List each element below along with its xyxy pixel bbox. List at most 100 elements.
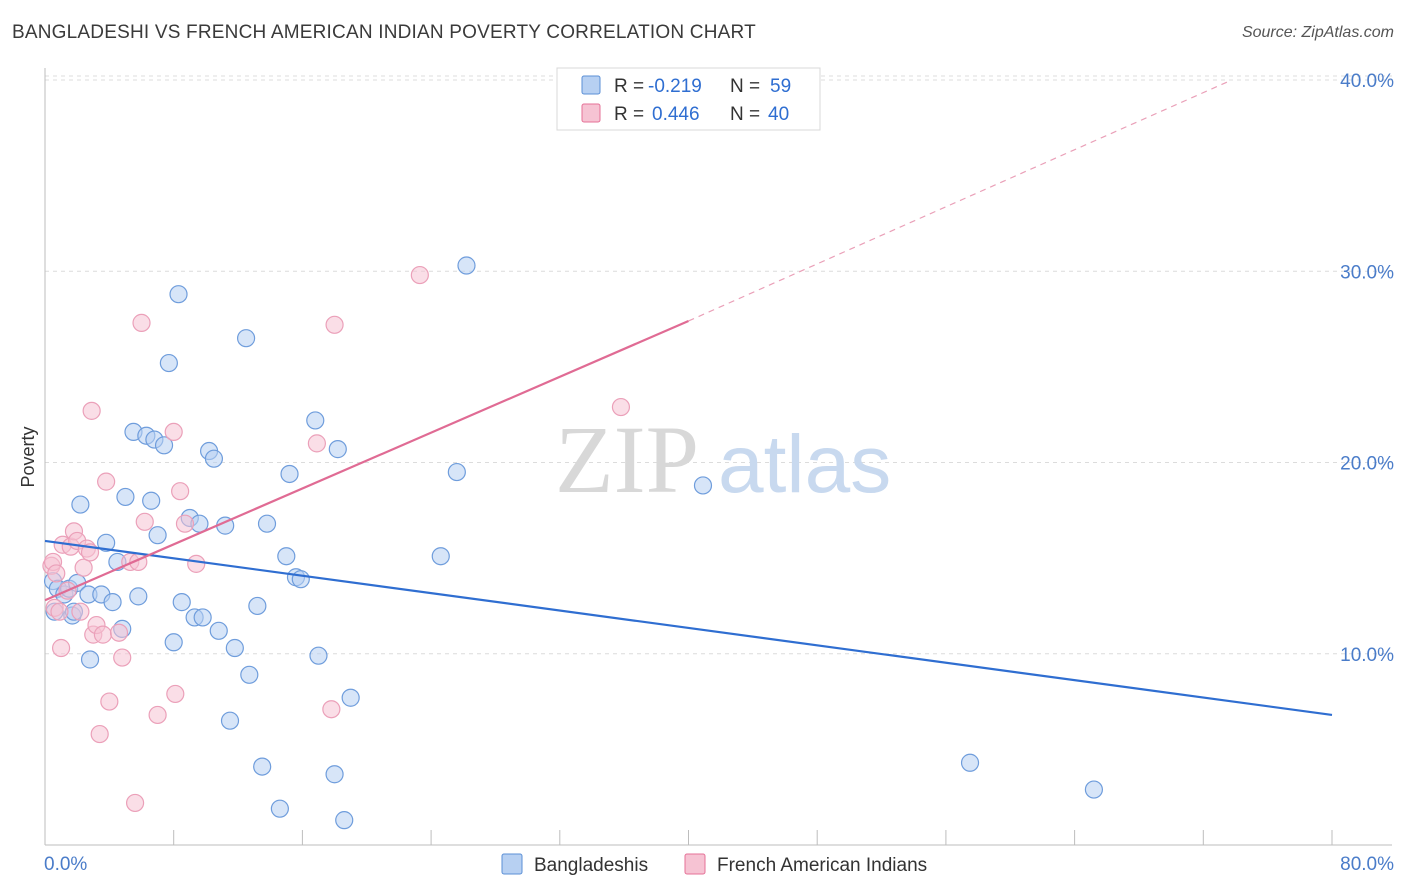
french-american-indian-point-22 [109,623,129,642]
french-american-indian-point-23 [113,648,132,667]
french-american-indian-point-31 [166,684,185,704]
french-american-indian-point-20 [97,472,116,491]
french-american-indian-point-27 [132,313,151,332]
legend-box: R = -0.219 N = 59 R = 0.446 N = 40 [556,67,821,131]
french-american-indian-point-11 [71,602,90,621]
watermark-zip: ZIP [555,406,699,513]
bangladeshi-point-8 [71,495,90,514]
bangladeshi-point-34 [209,621,228,640]
french-american-indian-point-34 [187,554,206,573]
bangladeshi-point-40 [248,596,267,616]
bangladeshi-point-51 [328,440,347,459]
legend-n-value-2: 40 [768,104,789,125]
bangladeshi-point-50 [325,765,344,784]
bangladeshi-point-39 [240,665,259,684]
legend-r-label-2: R = [614,104,644,125]
bottom-legend-bangladeshis: Bangladeshis [534,855,648,876]
french-american-indian-point-29 [148,705,167,725]
french-american-indian-point-33 [175,514,195,533]
bangladeshi-point-31 [193,608,212,627]
bangladeshi-point-33 [204,449,224,468]
bangladeshi-point-24 [159,353,178,373]
bangladeshi-point-22 [148,526,167,545]
bangladeshi-point-47 [291,570,310,589]
y-tick-label-40: 40.0% [1340,71,1394,92]
y-tick-label-10: 10.0% [1340,645,1394,666]
bangladeshi-point-43 [270,799,289,818]
legend-swatch-blue [581,75,601,95]
bottom-legend-swatch-pink [684,853,706,875]
french-american-indian-point-30 [164,422,183,441]
bangladeshi-point-20 [142,491,161,510]
french-american-indian-trend-line [44,319,689,602]
french-american-indian-point-28 [135,512,154,531]
watermark-atlas: atlas [718,419,891,510]
bangladeshi-point-53 [341,688,360,707]
french-american-indian-point-18 [90,724,109,744]
french-american-indian-point-21 [100,692,119,711]
bangladeshi-point-48 [306,411,325,430]
legend-n-label-2: N = [730,104,760,125]
french-american-indian-point-32 [171,482,190,501]
french-american-indian-point-4 [50,602,69,621]
french-american-indian-point-39 [611,397,631,417]
french-american-indian-point-19 [93,625,113,644]
bangladeshi-point-37 [225,638,244,658]
x-tick-label-max: 80.0% [1340,854,1394,875]
trend-lines [44,81,1333,717]
bangladeshi-point-45 [280,464,299,484]
source-label: Source: ZipAtlas.com [1241,24,1394,41]
bottom-legend: Bangladeshis French American Indians [501,853,927,876]
bangladeshi-point-36 [220,711,240,730]
legend-n-value-1: 59 [770,76,791,97]
french-american-indian-point-5 [51,638,71,658]
french-american-indian-point-12 [74,558,93,577]
bangladeshi-point-44 [277,547,296,566]
bangladeshi-point-10 [80,650,100,669]
bangladeshi-trend-line [44,539,1333,717]
bangladeshi-point-56 [457,256,476,275]
bangladeshi-point-58 [960,753,980,772]
bangladeshi-point-12 [97,533,116,552]
axes [44,68,1392,846]
bangladeshi-point-57 [693,476,713,495]
x-tick-label-min: 0.0% [44,854,87,875]
legend-r-label-1: R = [614,76,644,97]
legend-r-value-1: -0.219 [648,76,702,97]
french-american-indian-point-35 [307,434,326,453]
bottom-legend-swatch-blue [501,853,523,875]
bangladeshi-point-41 [253,757,272,776]
y-tick-label-20: 20.0% [1340,454,1394,475]
bangladeshi-point-49 [309,646,328,665]
french-american-indian-point-3 [47,564,66,583]
bangladeshi-point-54 [431,547,450,566]
bottom-legend-french-american-indians: French American Indians [717,855,927,876]
data-points [42,256,1104,830]
bangladeshi-point-27 [172,593,191,612]
tick-labels: 10.0% 20.0% 30.0% 40.0% 0.0% 80.0% [44,71,1394,875]
legend-r-value-2: 0.446 [652,104,700,125]
bangladeshi-point-59 [1084,780,1104,799]
bangladeshi-point-38 [236,329,256,348]
y-axis-label: Poverty [18,426,38,487]
bangladeshi-point-23 [154,436,174,455]
legend-n-label-1: N = [730,76,760,97]
bangladeshi-point-16 [116,487,135,507]
gridlines [45,75,1392,655]
legend-swatch-pink [581,103,601,123]
french-american-indian-point-25 [125,793,145,813]
bangladeshi-point-13 [103,593,122,612]
y-tick-label-30: 30.0% [1340,262,1394,283]
bangladeshi-point-42 [257,514,277,533]
bangladeshi-point-25 [164,633,183,652]
bangladeshi-point-52 [335,811,354,830]
french-american-indian-point-36 [322,700,341,719]
bangladeshi-point-18 [129,587,148,606]
bangladeshi-point-55 [447,462,466,482]
french-american-indian-point-38 [410,265,429,285]
chart-title: BANGLADESHI VS FRENCH AMERICAN INDIAN PO… [12,22,756,43]
watermark: ZIP atlas [555,406,891,513]
french-american-indian-point-15 [82,401,101,420]
bangladeshi-point-26 [169,285,188,304]
